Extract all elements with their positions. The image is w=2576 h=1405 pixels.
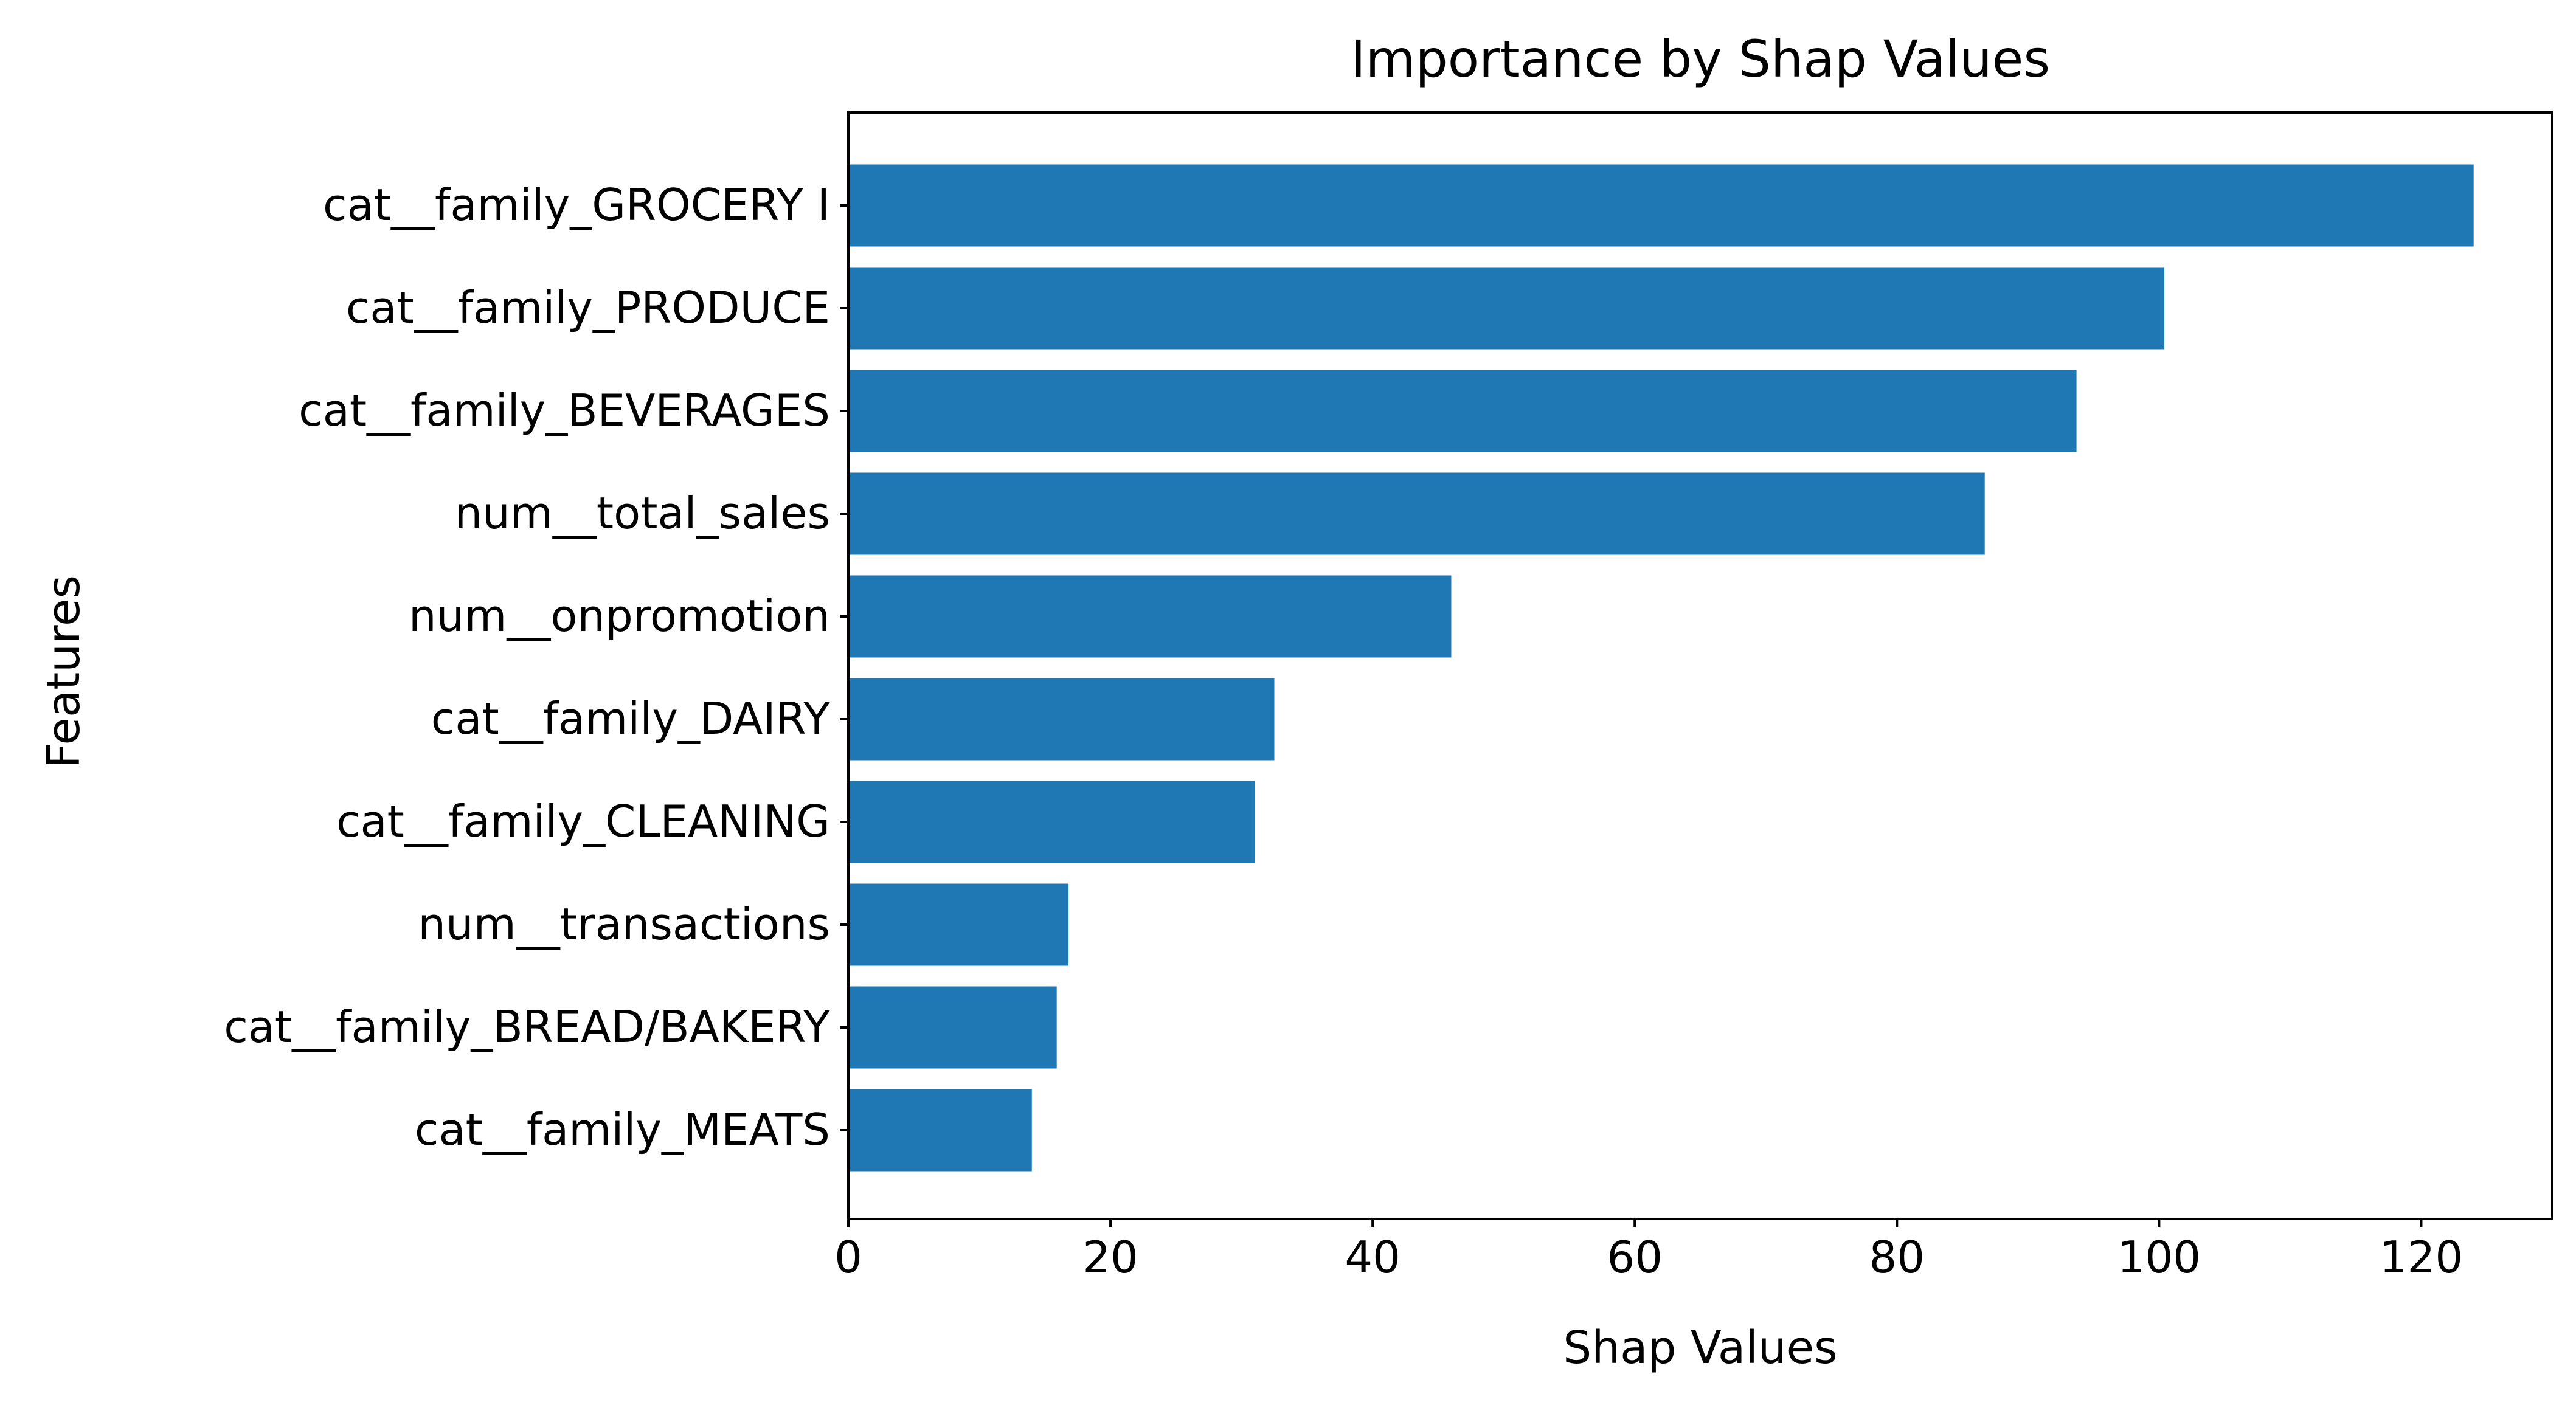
bar-8 — [848, 986, 1057, 1069]
x-tick-label-4: 80 — [1869, 1232, 1925, 1283]
x-ticks-group: 0 20 40 60 80 100 120 — [834, 1219, 2463, 1283]
bars-group — [848, 164, 2474, 1172]
y-tick-label-2: cat__family_BEVERAGES — [299, 385, 830, 436]
y-tick-label-6: cat__family_CLEANING — [336, 796, 830, 847]
bar-3 — [848, 472, 1985, 555]
bar-4 — [848, 575, 1452, 658]
y-tick-label-7: num__transactions — [418, 899, 830, 950]
bar-9 — [848, 1089, 1032, 1172]
bar-7 — [848, 883, 1069, 966]
x-tick-label-2: 40 — [1345, 1232, 1401, 1283]
bar-2 — [848, 370, 2077, 452]
y-ticks-group: cat__family_GROCERY I cat__family_PRODUCE… — [224, 179, 848, 1155]
x-axis-label: Shap Values — [1563, 1322, 1837, 1374]
y-tick-label-3: num__total_sales — [455, 488, 830, 539]
plot-frame — [847, 111, 2553, 1220]
y-tick-label-4: num__onpromotion — [409, 590, 830, 641]
x-tick-label-3: 60 — [1607, 1232, 1663, 1283]
x-tick-label-6: 120 — [2380, 1232, 2463, 1283]
x-tick-label-0: 0 — [834, 1232, 862, 1283]
bar-5 — [848, 678, 1275, 761]
x-tick-label-5: 100 — [2117, 1232, 2201, 1283]
x-tick-label-1: 20 — [1082, 1232, 1138, 1283]
y-tick-label-1: cat__family_PRODUCE — [346, 282, 830, 333]
y-tick-label-9: cat__family_MEATS — [415, 1104, 830, 1155]
bar-1 — [848, 267, 2165, 350]
chart-title: Importance by Shap Values — [1351, 29, 2050, 89]
bar-0 — [848, 164, 2474, 247]
y-tick-label-0: cat__family_GROCERY I — [323, 179, 830, 230]
y-tick-label-5: cat__family_DAIRY — [431, 693, 831, 744]
y-axis-label: Features — [38, 575, 90, 768]
bar-6 — [848, 781, 1255, 863]
y-tick-label-8: cat__family_BREAD/BAKERY — [224, 1001, 831, 1052]
